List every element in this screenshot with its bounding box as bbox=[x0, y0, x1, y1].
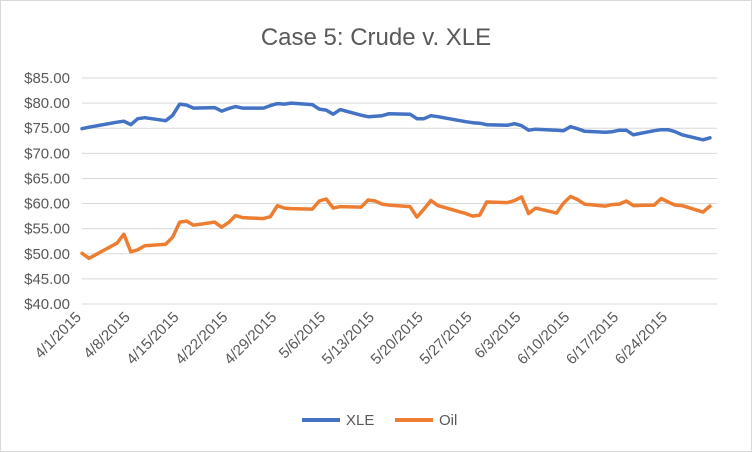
legend-item-xle: XLE bbox=[302, 412, 374, 429]
y-tick-label: $40.00 bbox=[24, 296, 70, 313]
y-tick-label: $85.00 bbox=[24, 70, 70, 87]
x-tick-label: 4/29/2015 bbox=[221, 309, 280, 368]
x-tick-label: 5/20/2015 bbox=[368, 309, 427, 368]
y-tick-label: $45.00 bbox=[24, 271, 70, 288]
y-tick-label: $80.00 bbox=[24, 95, 70, 112]
series-line-oil bbox=[80, 194, 712, 261]
x-tick-label: 5/13/2015 bbox=[319, 309, 378, 368]
legend-label-oil: Oil bbox=[439, 412, 457, 429]
y-tick-label: $65.00 bbox=[24, 170, 70, 187]
y-tick-label: $60.00 bbox=[24, 196, 70, 213]
x-tick-label: 4/22/2015 bbox=[172, 309, 231, 368]
series-lines bbox=[80, 101, 712, 261]
chart-title: Case 5: Crude v. XLE bbox=[261, 24, 491, 51]
gridlines bbox=[82, 77, 717, 305]
y-tick-label: $70.00 bbox=[24, 145, 70, 162]
y-axis-ticks: $40.00 $45.00 $50.00 $55.00 $60.00 $65.00 $70.… bbox=[24, 70, 70, 313]
legend-item-oil: Oil bbox=[395, 412, 457, 429]
legend-label-xle: XLE bbox=[346, 412, 374, 429]
series-line-xle bbox=[80, 101, 712, 142]
x-tick-label: 5/27/2015 bbox=[416, 309, 475, 368]
x-tick-label: 4/1/2015 bbox=[32, 309, 85, 362]
y-tick-label: $75.00 bbox=[24, 120, 70, 137]
x-tick-label: 6/10/2015 bbox=[514, 309, 573, 368]
x-tick-label: 6/17/2015 bbox=[563, 309, 622, 368]
x-tick-label: 4/15/2015 bbox=[123, 309, 182, 368]
x-axis-ticks: 4/1/20154/8/20154/15/20154/22/20154/29/2… bbox=[32, 309, 671, 368]
legend: XLE Oil bbox=[302, 412, 457, 429]
y-tick-label: $55.00 bbox=[24, 221, 70, 238]
y-tick-label: $50.00 bbox=[24, 246, 70, 263]
x-tick-label: 6/24/2015 bbox=[612, 309, 671, 368]
